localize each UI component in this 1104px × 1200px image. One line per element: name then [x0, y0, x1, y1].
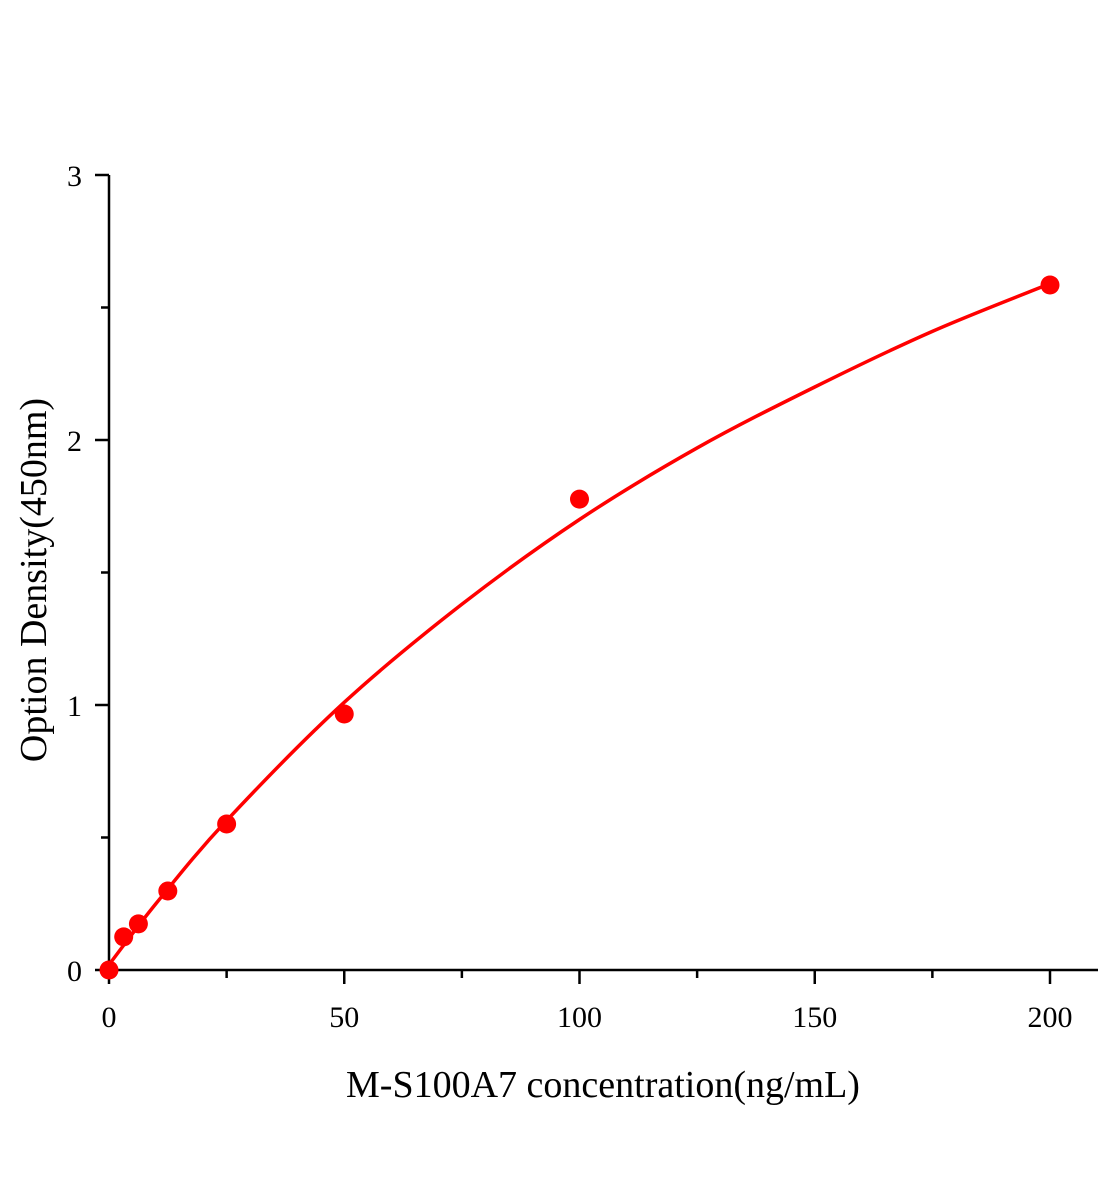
data-points: [99, 275, 1060, 980]
x-tick-label: 200: [1028, 1001, 1073, 1034]
fit-curve: [107, 282, 1051, 966]
data-point: [158, 881, 178, 901]
data-point: [334, 704, 354, 724]
data-point: [217, 814, 237, 834]
y-tick-label: 1: [67, 690, 82, 723]
y-axis-title: Option Density(450nm): [13, 398, 55, 762]
y-tick-label: 3: [67, 160, 82, 193]
tick-labels: 0 50 100 150 200 0 1 2 3: [67, 160, 1073, 1034]
x-axis-title: M-S100A7 concentration(ng/mL): [346, 1064, 860, 1106]
data-point: [1040, 275, 1060, 295]
x-tick-label: 50: [329, 1001, 359, 1034]
data-point: [128, 914, 148, 934]
data-point: [570, 489, 589, 509]
x-tick-label: 100: [557, 1001, 602, 1034]
data-point: [114, 927, 134, 947]
data-point: [99, 960, 119, 980]
x-tick-label: 150: [792, 1001, 837, 1034]
x-tick-label: 0: [102, 1001, 117, 1034]
y-tick-label: 2: [67, 425, 82, 458]
y-tick-label: 0: [67, 955, 82, 988]
axes: [95, 173, 1098, 984]
